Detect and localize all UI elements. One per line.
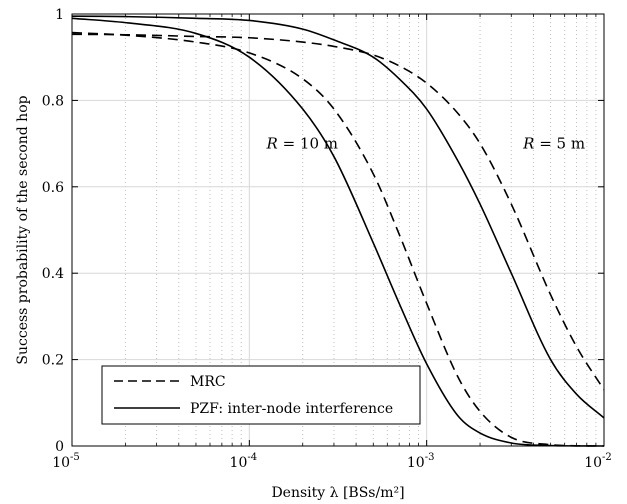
x-axis-label: Density λ [BSs/m²] [271,485,404,501]
y-tick-label: 0.8 [42,93,64,109]
tick-labels: 10-5 10-4 10-3 10-2 0 0.2 0.4 0.6 0.8 1 [42,7,612,471]
annotations: R = 10 m R = 5 m [266,135,586,153]
y-tick-label: 0.6 [42,180,64,196]
mrc-curve-r5 [71,33,605,391]
y-tick-label: 1 [55,7,64,23]
y-tick-label: 0.4 [42,266,64,282]
legend: MRC PZF: inter-node interference [101,365,421,425]
ticks [71,13,605,447]
legend-box [101,365,421,425]
x-tick-label: 10-3 [407,452,435,471]
legend-label-pzf: PZF: inter-node interference [190,401,393,417]
curves [71,15,605,447]
y-tick-label: 0.2 [42,353,64,369]
y-tick-label: 0 [55,439,64,455]
x-tick-label: 10-4 [230,452,258,471]
pzf-curve-r5 [71,15,605,419]
pzf-curve-r10 [71,17,605,447]
annotation-r-0: R = 10 m [266,135,338,153]
x-tick-label: 10-2 [584,452,612,471]
plot-frame [71,13,605,447]
annotation-r-1: R = 5 m [522,135,585,153]
x-tick-label: 10-5 [52,452,80,471]
mrc-curve-r10 [71,31,605,447]
legend-label-mrc: MRC [190,374,226,390]
y-axis-label: Success probability of the second hop [15,95,31,364]
